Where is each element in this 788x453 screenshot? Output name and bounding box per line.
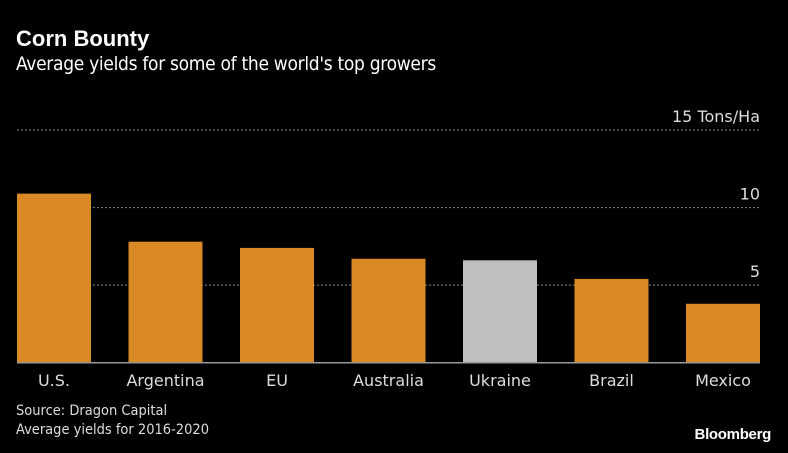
x-category-label: Mexico: [695, 371, 751, 390]
y-tick-label: 10: [740, 185, 760, 204]
bar-ukraine: [463, 260, 537, 363]
bloomberg-logo: Bloomberg: [694, 426, 772, 443]
x-category-label: U.S.: [38, 371, 70, 390]
x-category-label: Brazil: [589, 371, 634, 390]
chart-title: Corn Bounty: [16, 26, 150, 51]
bar-australia: [351, 258, 426, 363]
chart-subtitle: Average yields for some of the world's t…: [16, 53, 436, 75]
bar-argentina: [128, 241, 203, 363]
bar-mexico: [686, 303, 760, 363]
x-category-label: EU: [266, 371, 288, 390]
bar-eu: [240, 247, 314, 363]
x-category-label: Ukraine: [469, 371, 531, 390]
bar-us: [17, 193, 91, 363]
footnote: Average yields for 2016-2020: [16, 422, 210, 438]
x-category-label: Argentina: [126, 371, 204, 390]
source-note: Source: Dragon Capital: [16, 403, 168, 419]
x-category-label: Australia: [353, 371, 424, 390]
y-tick-label: 5: [750, 262, 760, 281]
bar-brazil: [574, 278, 649, 363]
y-tick-label: 15 Tons/Ha: [672, 107, 760, 126]
